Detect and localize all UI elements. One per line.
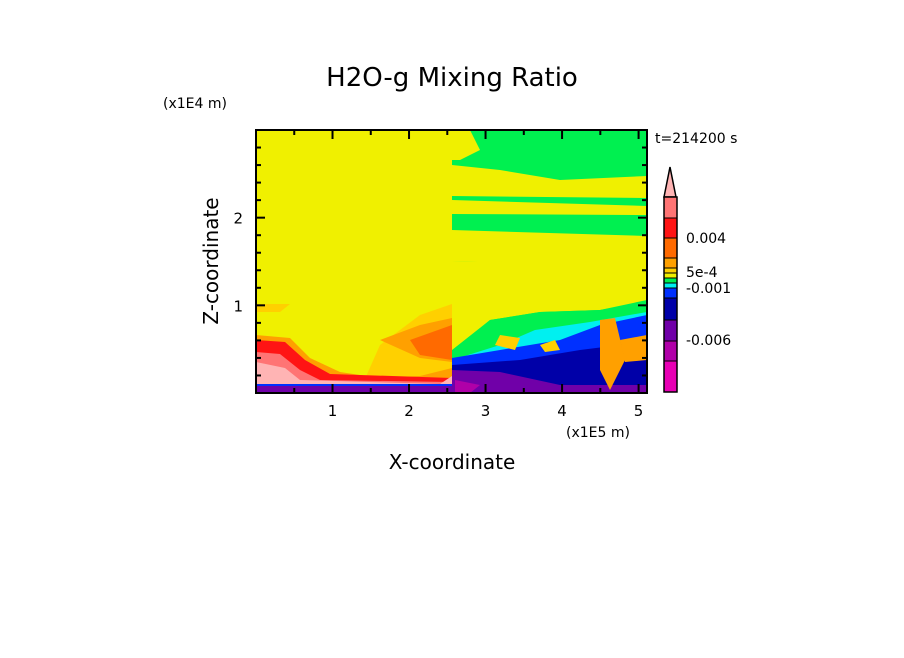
x-axis-label: X-coordinate <box>389 450 516 474</box>
colorbar-segment <box>664 238 677 258</box>
plot-frame <box>255 129 648 394</box>
y-tick-label: 2 <box>233 210 243 228</box>
colorbar-segment <box>664 283 677 288</box>
x-axis: 1 2 3 4 5 <box>293 130 644 420</box>
colorbar-extend-arrow <box>663 166 677 198</box>
colorbar-segment <box>664 278 677 283</box>
x-tick-label: 4 <box>557 402 567 420</box>
colorbar-segment <box>664 288 677 298</box>
colorbar-label: 0.004 <box>686 231 726 247</box>
x-scale-label: (x1E5 m) <box>566 425 630 441</box>
colorbar-label: -0.006 <box>686 333 731 349</box>
colorbar-segment <box>664 273 677 278</box>
colorbar-label: -0.001 <box>686 281 731 297</box>
colorbar-segment <box>664 218 677 238</box>
colorbar-segment <box>664 258 677 268</box>
time-label: t=214200 s <box>655 131 737 147</box>
x-tick-label: 3 <box>481 402 491 420</box>
colorbar-segment <box>664 341 677 361</box>
x-tick-label: 2 <box>404 402 414 420</box>
colorbar-segment <box>664 361 677 392</box>
chart-title: H2O-g Mixing Ratio <box>326 63 578 93</box>
colorbar: 0.004 5e-4-0.001 -0.006 <box>663 166 731 393</box>
colorbar-segment <box>664 320 677 341</box>
y-axis-label: Z-coordinate <box>199 197 223 324</box>
y-scale-label: (x1E4 m) <box>163 96 227 112</box>
colorbar-frame <box>663 196 678 393</box>
contour-field <box>255 129 648 394</box>
colorbar-label: 5e-4 <box>686 265 718 281</box>
x-tick-label: 1 <box>328 402 338 420</box>
colorbar-segment <box>664 197 677 218</box>
y-tick-label: 1 <box>233 297 243 315</box>
colorbar-segment <box>664 268 677 273</box>
x-tick-label: 5 <box>634 402 644 420</box>
y-axis: 12 <box>233 146 647 377</box>
colorbar-segment <box>664 298 677 320</box>
